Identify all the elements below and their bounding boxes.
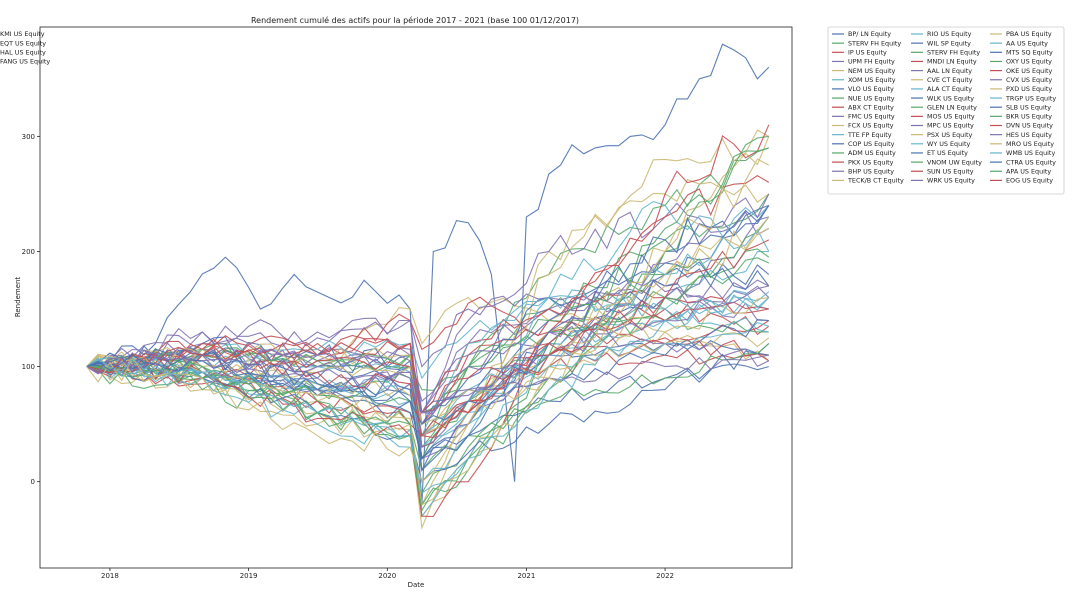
series-line xyxy=(86,205,770,472)
legend-label: HES US Equity xyxy=(1006,131,1052,139)
series-line xyxy=(86,289,769,414)
legend-label: OXY US Equity xyxy=(1006,58,1052,66)
x-tick-label: 2021 xyxy=(517,572,535,580)
y-axis-label: Rendement xyxy=(14,277,22,318)
y-tick-label: 200 xyxy=(22,248,35,256)
y-axis: 0 100 200 300 xyxy=(22,133,40,486)
legend-label: BHP US Equity xyxy=(848,167,894,175)
legend-label: FANG US Equity xyxy=(0,58,50,66)
legend-label: MRO US Equity xyxy=(1006,140,1054,148)
legend-label: RIO US Equity xyxy=(927,30,972,38)
x-axis: 2018 2019 2020 2021 2022 xyxy=(101,568,674,580)
series-line xyxy=(86,296,769,437)
series-line xyxy=(86,216,770,483)
legend-label: CVE CT Equity xyxy=(927,76,973,84)
legend-label: EOG US Equity xyxy=(1006,177,1053,185)
x-tick-label: 2020 xyxy=(378,572,396,580)
legend-label: ADM US Equity xyxy=(848,149,896,157)
legend-label: APA US Equity xyxy=(1006,167,1051,175)
legend-label: BKR US Equity xyxy=(1006,113,1052,121)
legend-label: VNOM UW Equity xyxy=(927,158,982,166)
series-line xyxy=(86,193,770,449)
legend-label: XOM US Equity xyxy=(848,76,896,84)
series-line xyxy=(86,205,770,461)
legend-label: IP US Equity xyxy=(848,49,887,57)
legend-label: DVN US Equity xyxy=(1006,122,1053,130)
series-line xyxy=(86,43,770,505)
legend-label: BP/ LN Equity xyxy=(848,30,891,38)
legend-label: VLO US Equity xyxy=(848,85,894,93)
legend-label: ABX CT Equity xyxy=(848,103,894,111)
legend-label: WMB US Equity xyxy=(1006,149,1055,157)
series-line xyxy=(86,216,770,495)
legend-label: WRK US Equity xyxy=(927,177,975,185)
legend-label: UPM FH Equity xyxy=(848,58,895,66)
legend-label: PKX US Equity xyxy=(848,158,894,166)
series-line xyxy=(86,239,770,437)
legend-label: PSX US Equity xyxy=(927,131,973,139)
x-tick-label: 2022 xyxy=(656,572,674,580)
legend-label: WY US Equity xyxy=(927,140,970,148)
legend-label: NEM US Equity xyxy=(848,67,896,75)
legend-label: HAL US Equity xyxy=(0,49,46,57)
legend-label: TRGP US Equity xyxy=(1005,94,1056,102)
legend-label: AA US Equity xyxy=(1006,39,1048,47)
x-tick-label: 2018 xyxy=(101,572,119,580)
plot-frame xyxy=(39,26,793,569)
legend-label: EQT US Equity xyxy=(0,39,46,47)
x-tick-label: 2019 xyxy=(240,572,258,580)
series-line xyxy=(86,178,770,530)
legend-label: KMI US Equity xyxy=(0,30,45,38)
legend-label: MPC US Equity xyxy=(927,122,974,130)
legend-label: ET US Equity xyxy=(927,149,968,157)
legend-label: NUE US Equity xyxy=(848,94,895,102)
legend-label: STERV FH Equity xyxy=(927,49,980,57)
legend-label: MTS SQ Equity xyxy=(1006,49,1053,57)
legend-label: STERV FH Equity xyxy=(848,39,901,47)
legend-label: COP US Equity xyxy=(848,140,895,148)
legend-label: TTE FP Equity xyxy=(847,131,892,139)
series-line xyxy=(86,202,770,415)
y-tick-label: 100 xyxy=(22,363,35,371)
series-line xyxy=(86,147,769,512)
legend-label: AAL LN Equity xyxy=(927,67,972,75)
legend-label: WLK US Equity xyxy=(927,94,974,102)
legend-label: CTRA US Equity xyxy=(1006,158,1056,166)
series-line xyxy=(86,289,770,495)
series-line xyxy=(86,257,770,461)
series-line xyxy=(86,280,769,373)
x-axis-label: Date xyxy=(408,581,425,589)
legend-label: MNDI LN Equity xyxy=(927,58,977,66)
legend-label: GLEN LN Equity xyxy=(927,103,977,111)
y-tick-label: 0 xyxy=(31,478,35,486)
legend-label: ALA CT Equity xyxy=(927,85,972,93)
legend-box xyxy=(827,26,1065,195)
legend-label: MOS US Equity xyxy=(927,113,975,121)
chart-title: Rendement cumulé des actifs pour la péri… xyxy=(251,15,579,25)
series-lines xyxy=(86,43,770,530)
legend-label: SLB US Equity xyxy=(1006,103,1051,111)
legend-label: TECK/B CT Equity xyxy=(847,177,904,185)
legend-label: PXD US Equity xyxy=(1006,85,1052,93)
y-tick-label: 300 xyxy=(22,133,35,141)
legend-label: OKE US Equity xyxy=(1006,67,1052,75)
legend-label: CVX US Equity xyxy=(1006,76,1052,84)
legend-label: WIL SP Equity xyxy=(927,39,971,47)
legend-label: SUN US Equity xyxy=(927,167,974,175)
legend-label: PBA US Equity xyxy=(1006,30,1052,38)
legend-label: FCX US Equity xyxy=(848,122,894,130)
legend-label: FMC US Equity xyxy=(848,113,895,121)
